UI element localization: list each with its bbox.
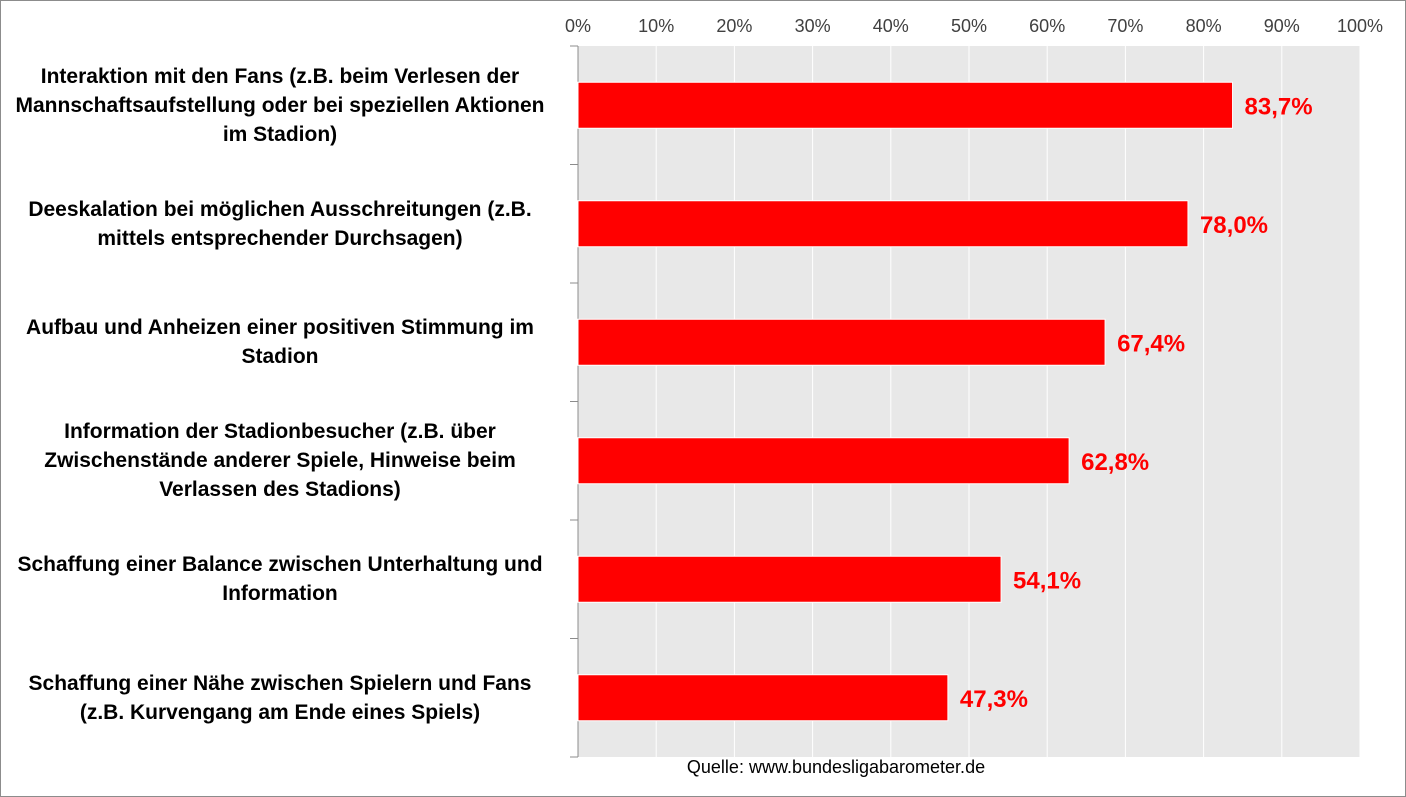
x-tick-label: 100% — [1337, 16, 1383, 36]
bar — [577, 437, 1070, 485]
category-label-line: Mannschaftsaufstellung oder bei speziell… — [15, 93, 545, 117]
x-tick-label: 80% — [1186, 16, 1222, 36]
category-label: Schaffung einer Nähe zwischen Spielern u… — [2, 669, 558, 727]
x-tick-label: 70% — [1107, 16, 1143, 36]
x-tick-label: 30% — [795, 16, 831, 36]
category-label: Information der Stadionbesucher (z.B. üb… — [2, 417, 558, 504]
bar — [577, 674, 949, 722]
bar — [577, 81, 1234, 129]
x-tick-label: 60% — [1029, 16, 1065, 36]
category-label: Schaffung einer Balance zwischen Unterha… — [2, 550, 558, 608]
data-label: 54,1% — [1013, 567, 1081, 594]
category-label-line: Information der Stadionbesucher (z.B. üb… — [64, 420, 496, 444]
x-tick-label: 90% — [1264, 16, 1300, 36]
category-label-line: Information — [222, 582, 338, 606]
category-label: Deeskalation bei möglichen Ausschreitung… — [2, 195, 558, 253]
source-note: Quelle: www.bundesligabarometer.de — [686, 757, 986, 777]
data-label: 83,7% — [1245, 93, 1313, 120]
category-label-line: Schaffung einer Nähe zwischen Spielern u… — [28, 671, 532, 695]
category-label: Interaktion mit den Fans (z.B. beim Verl… — [2, 62, 558, 149]
data-label: 47,3% — [960, 686, 1028, 713]
bar — [577, 318, 1106, 366]
category-label-line: Interaktion mit den Fans (z.B. beim Verl… — [40, 64, 520, 88]
x-tick-label: 50% — [951, 16, 987, 36]
data-label: 78,0% — [1200, 212, 1268, 239]
category-label-line: Stadion — [241, 345, 319, 369]
bar — [577, 200, 1189, 248]
bar — [577, 555, 1002, 603]
category-label-line: Aufbau und Anheizen einer positiven Stim… — [26, 316, 534, 340]
x-tick-label: 10% — [638, 16, 674, 36]
category-label-line: Deeskalation bei möglichen Ausschreitung… — [28, 197, 532, 221]
category-label-line: Verlassen des Stadions) — [159, 478, 401, 502]
x-tick-label: 40% — [873, 16, 909, 36]
category-label-line: im Stadion) — [222, 122, 338, 146]
data-label: 67,4% — [1117, 330, 1185, 357]
category-label-line: Zwischenstände anderer Spiele, Hinweise … — [44, 449, 516, 473]
data-label: 62,8% — [1081, 449, 1149, 476]
x-tick-label: 20% — [716, 16, 752, 36]
x-tick-label: 0% — [565, 16, 591, 36]
category-label-line: mittels entsprechender Durchsagen) — [97, 226, 463, 250]
category-label-line: (z.B. Kurvengang am Ende eines Spiels) — [79, 700, 481, 724]
category-label-line: Schaffung einer Balance zwischen Unterha… — [17, 553, 543, 577]
category-label: Aufbau und Anheizen einer positiven Stim… — [2, 313, 558, 371]
